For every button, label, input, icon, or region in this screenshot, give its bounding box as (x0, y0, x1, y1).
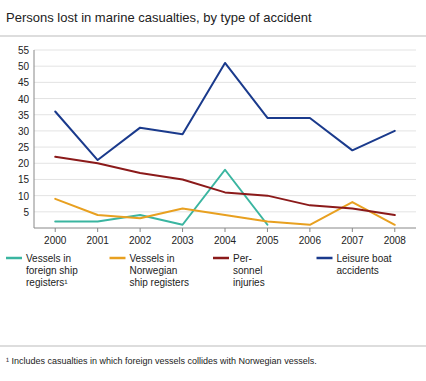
legend-label: Leisure boataccidents (337, 253, 392, 276)
x-tick-label: 2000 (44, 235, 67, 246)
grid-line (34, 130, 416, 131)
grid (34, 50, 416, 212)
series-line (55, 157, 395, 215)
x-tick (97, 228, 98, 232)
y-tick-label: 20 (18, 158, 30, 169)
x-tick-label: 2002 (129, 235, 152, 246)
y-axis (34, 50, 35, 228)
x-tick-label: 2005 (256, 235, 279, 246)
separator (0, 36, 426, 37)
x-tick-label: 2008 (384, 235, 407, 246)
x-tick (352, 228, 353, 232)
legend: Vessels inforeign shipregisters¹ Vessels … (6, 253, 392, 288)
y-tick-label: 40 (18, 94, 30, 105)
grid-line (34, 179, 416, 180)
y-tick-label: 5 (23, 207, 29, 218)
y-tick-label: 35 (18, 110, 30, 121)
y-tick-label: 25 (18, 142, 30, 153)
x-tick-label: 2001 (87, 235, 110, 246)
x-tick-label: 2007 (341, 235, 364, 246)
series-line (55, 199, 395, 225)
grid-line (34, 82, 416, 83)
x-tick (267, 228, 268, 232)
separator (0, 346, 426, 347)
grid-line (34, 195, 416, 196)
grid-line (34, 114, 416, 115)
series-line (55, 63, 395, 160)
title: Persons lost in marine casualties, by ty… (6, 10, 312, 25)
y-tick-label: 15 (18, 174, 30, 185)
grid-line (34, 50, 416, 51)
legend-label: Vessels inNorwegianship registers (130, 253, 189, 288)
y-tick-label: 50 (18, 61, 30, 72)
x-tick (309, 228, 310, 232)
grid-line (34, 66, 416, 67)
chart: Persons lost in marine casualties, by ty… (0, 0, 426, 381)
legend-swatch (6, 257, 22, 260)
legend-swatch (213, 257, 229, 260)
footnote: ¹ Includes casualties in which foreign v… (6, 356, 317, 366)
y-tick-label: 10 (18, 191, 30, 202)
y-tick-label: 45 (18, 77, 30, 88)
x-tick (55, 228, 56, 232)
x-tick (225, 228, 226, 232)
grid-line (34, 98, 416, 99)
legend-swatch (110, 257, 126, 260)
legend-label: Vessels inforeign shipregisters¹ (26, 253, 78, 288)
x-tick-label: 2003 (171, 235, 194, 246)
x-tick (182, 228, 183, 232)
lines (55, 63, 395, 225)
x-tick-label: 2004 (214, 235, 237, 246)
x-tick-label: 2006 (299, 235, 322, 246)
x-tick (394, 228, 395, 232)
y-tick-label: 55 (18, 45, 30, 56)
y-tick-label: 30 (18, 126, 30, 137)
legend-label: Per-sonnelinjuries (233, 253, 265, 288)
x-tick (140, 228, 141, 232)
legend-swatch (317, 257, 333, 260)
